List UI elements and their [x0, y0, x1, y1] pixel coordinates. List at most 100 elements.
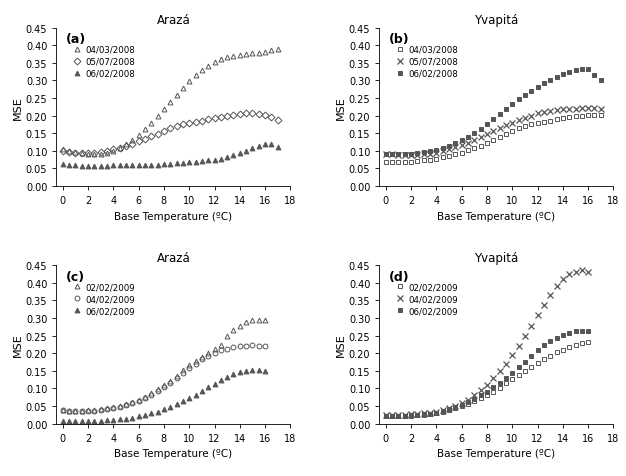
05/07/2008: [103, 149, 111, 154]
05/07/2008: [198, 119, 205, 124]
X-axis label: Base Temperature (ºC): Base Temperature (ºC): [438, 448, 555, 458]
04/02/2009: [553, 284, 560, 289]
04/03/2008: [242, 52, 250, 58]
04/02/2009: [103, 407, 111, 412]
06/02/2009: [451, 405, 459, 410]
02/02/2009: [521, 368, 529, 374]
04/02/2009: [408, 412, 415, 417]
06/02/2008: [85, 164, 92, 169]
02/02/2009: [148, 391, 155, 397]
06/02/2008: [154, 162, 162, 168]
06/02/2008: [160, 162, 168, 168]
06/02/2008: [230, 153, 237, 159]
04/02/2009: [179, 370, 187, 376]
04/02/2009: [205, 353, 212, 359]
02/02/2009: [540, 357, 548, 362]
04/02/2009: [420, 411, 428, 416]
06/02/2009: [217, 377, 225, 383]
04/03/2008: [477, 143, 485, 149]
04/02/2009: [458, 400, 465, 406]
04/02/2009: [439, 407, 446, 413]
02/02/2009: [553, 350, 560, 356]
06/02/2009: [477, 393, 485, 398]
04/03/2008: [65, 149, 73, 154]
06/02/2009: [553, 335, 560, 341]
05/07/2008: [464, 140, 472, 146]
05/07/2008: [217, 115, 225, 120]
06/02/2009: [572, 329, 579, 335]
05/07/2008: [578, 106, 585, 112]
06/02/2009: [198, 388, 205, 394]
04/03/2008: [211, 60, 218, 66]
06/02/2008: [508, 102, 516, 108]
05/07/2008: [477, 135, 485, 140]
04/02/2009: [559, 277, 567, 283]
06/02/2009: [508, 370, 516, 376]
04/02/2009: [414, 411, 421, 417]
04/02/2009: [167, 380, 174, 386]
05/07/2008: [408, 153, 415, 159]
04/02/2009: [578, 268, 585, 274]
04/03/2008: [433, 156, 440, 162]
04/02/2009: [394, 412, 402, 418]
06/02/2008: [128, 163, 136, 169]
06/02/2008: [420, 150, 428, 156]
05/07/2008: [192, 119, 199, 125]
05/07/2008: [85, 151, 92, 157]
04/02/2009: [426, 410, 434, 416]
05/07/2008: [110, 147, 117, 153]
06/02/2009: [230, 372, 237, 377]
06/02/2008: [242, 149, 250, 154]
Text: (b): (b): [389, 33, 409, 46]
04/03/2008: [565, 115, 573, 120]
05/07/2008: [242, 111, 250, 117]
06/02/2009: [167, 404, 174, 410]
06/02/2008: [103, 163, 111, 169]
04/02/2009: [255, 343, 262, 349]
04/03/2008: [464, 148, 472, 154]
04/03/2008: [274, 48, 282, 53]
04/03/2008: [515, 126, 522, 132]
06/02/2009: [388, 413, 396, 419]
05/07/2008: [262, 113, 269, 119]
02/02/2009: [205, 350, 212, 356]
04/02/2009: [116, 404, 123, 410]
05/07/2008: [211, 116, 218, 122]
Legend: 04/03/2008, 05/07/2008, 06/02/2008: 04/03/2008, 05/07/2008, 06/02/2008: [393, 44, 460, 80]
04/02/2009: [515, 344, 522, 349]
02/02/2009: [578, 341, 585, 347]
04/02/2009: [141, 395, 148, 401]
05/07/2008: [116, 146, 123, 151]
06/02/2009: [471, 396, 478, 402]
Line: 02/02/2009: 02/02/2009: [60, 318, 267, 413]
Text: (d): (d): [389, 270, 409, 283]
06/02/2009: [496, 380, 503, 386]
05/07/2008: [205, 118, 212, 123]
04/03/2008: [192, 73, 199, 79]
06/02/2009: [116, 416, 123, 422]
02/02/2009: [71, 408, 79, 414]
Y-axis label: MSE: MSE: [13, 96, 23, 119]
05/07/2008: [230, 113, 237, 119]
04/02/2009: [78, 408, 85, 414]
06/02/2009: [565, 330, 573, 336]
02/02/2009: [439, 409, 446, 415]
06/02/2008: [135, 163, 142, 169]
02/02/2009: [122, 401, 130, 407]
06/02/2009: [85, 418, 92, 424]
04/03/2008: [205, 64, 212, 69]
05/07/2008: [528, 113, 535, 119]
06/02/2008: [540, 81, 548, 87]
04/02/2009: [496, 369, 503, 375]
02/02/2009: [167, 378, 174, 384]
06/02/2009: [382, 413, 389, 419]
Y-axis label: MSE: MSE: [336, 96, 346, 119]
04/03/2008: [408, 159, 415, 165]
05/07/2008: [249, 111, 256, 117]
04/02/2009: [217, 348, 225, 354]
04/02/2009: [585, 269, 592, 275]
04/02/2009: [546, 293, 554, 298]
04/03/2008: [217, 57, 225, 63]
04/03/2008: [230, 54, 237, 60]
02/02/2009: [179, 368, 187, 374]
